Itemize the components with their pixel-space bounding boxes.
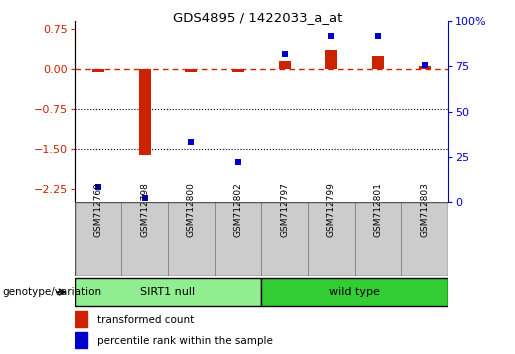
Text: percentile rank within the sample: percentile rank within the sample <box>97 336 273 346</box>
Text: GSM712797: GSM712797 <box>280 183 289 238</box>
Bar <box>75 311 87 327</box>
Bar <box>261 202 308 276</box>
Bar <box>215 202 261 276</box>
Text: wild type: wild type <box>329 287 380 297</box>
Bar <box>401 202 448 276</box>
Text: SIRT1 null: SIRT1 null <box>141 287 196 297</box>
Bar <box>139 69 151 155</box>
Text: GSM712799: GSM712799 <box>327 183 336 238</box>
Bar <box>75 202 122 276</box>
Bar <box>185 69 197 72</box>
Bar <box>168 202 215 276</box>
Text: GSM712798: GSM712798 <box>140 183 149 238</box>
Text: GDS4895 / 1422033_a_at: GDS4895 / 1422033_a_at <box>173 11 342 24</box>
Bar <box>325 50 337 69</box>
Text: GSM712801: GSM712801 <box>373 183 383 238</box>
Text: GSM712769: GSM712769 <box>94 183 102 238</box>
Bar <box>92 69 104 72</box>
Bar <box>261 278 448 306</box>
Text: genotype/variation: genotype/variation <box>3 287 101 297</box>
Bar <box>308 202 355 276</box>
Bar <box>355 202 401 276</box>
Bar <box>419 67 431 69</box>
Text: GSM712800: GSM712800 <box>187 183 196 238</box>
Bar <box>122 202 168 276</box>
Text: GSM712802: GSM712802 <box>233 183 243 238</box>
Text: transformed count: transformed count <box>97 315 194 325</box>
Bar <box>75 332 87 348</box>
Bar <box>279 61 291 69</box>
Bar <box>372 56 384 69</box>
Text: GSM712803: GSM712803 <box>420 183 429 238</box>
Bar <box>232 69 244 72</box>
Bar <box>75 278 261 306</box>
